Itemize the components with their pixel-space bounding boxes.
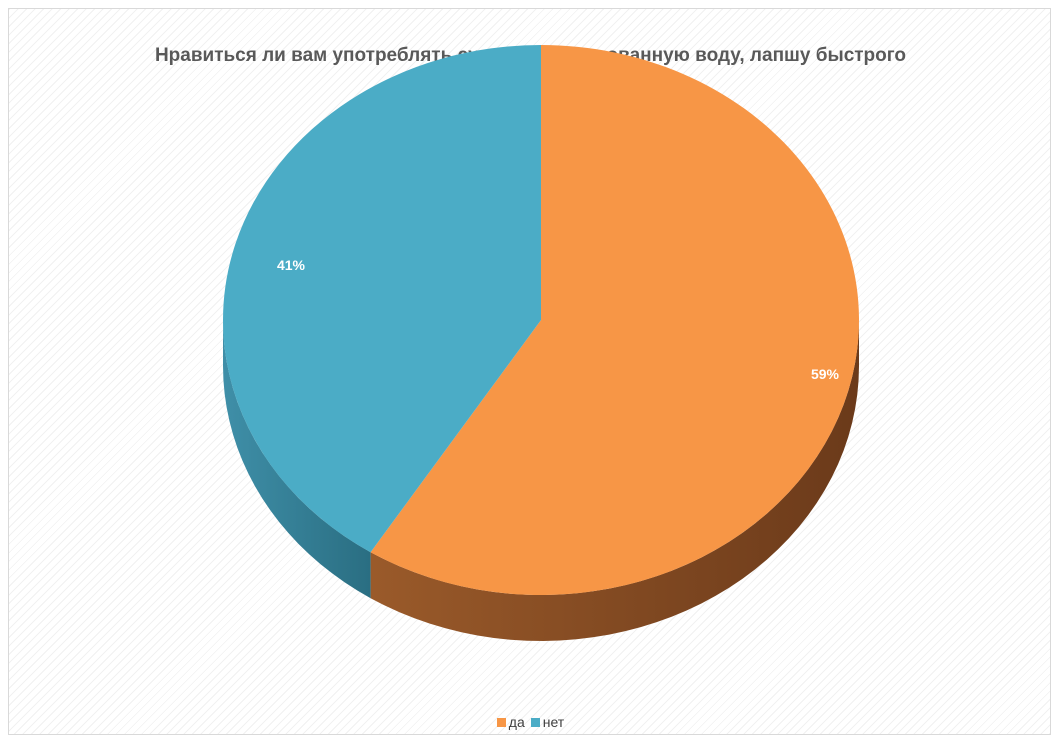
legend-item-da: да — [496, 714, 525, 730]
pie-side-walls — [223, 320, 859, 641]
legend-label-net: нет — [542, 714, 565, 730]
pie-chart: 59% 41% — [223, 45, 860, 641]
data-labels: 59% 41% — [277, 257, 840, 382]
data-label-net: 41% — [277, 257, 306, 273]
pie-side-net — [223, 320, 371, 599]
legend-label-da: да — [508, 714, 525, 730]
legend: да нет — [9, 714, 1052, 730]
legend-swatch-net — [530, 717, 540, 727]
legend-item-net: нет — [530, 714, 565, 730]
legend-swatch-da — [496, 717, 506, 727]
chart-area: Нравиться ли вам употреблять сухарики, г… — [8, 8, 1051, 735]
pie-side-da — [370, 320, 859, 641]
pie-slices — [223, 45, 860, 595]
pie-slice-net — [223, 45, 541, 553]
data-label-da: 59% — [811, 366, 840, 382]
pie-slice-da — [370, 45, 860, 595]
